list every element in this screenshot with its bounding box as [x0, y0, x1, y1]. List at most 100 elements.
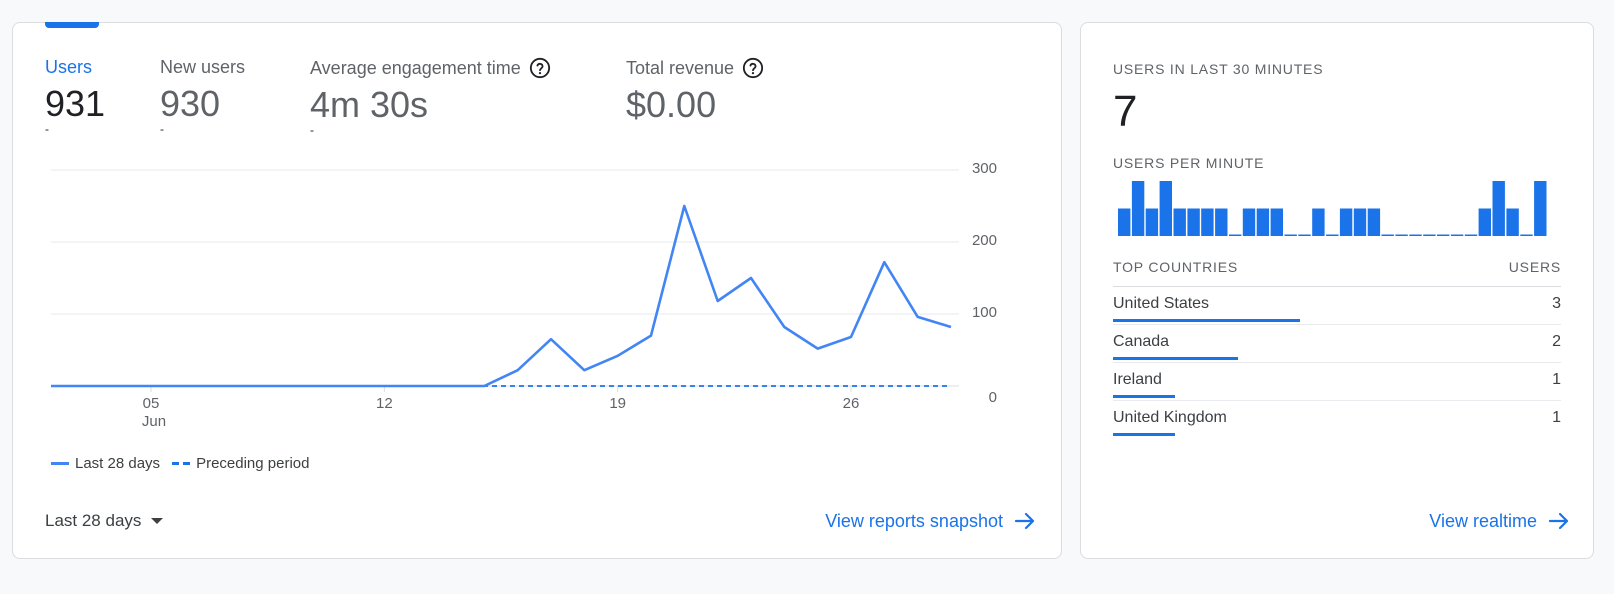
country-row[interactable]: United States 3: [1113, 287, 1561, 325]
caret-down-icon: [151, 518, 164, 524]
view-realtime-link[interactable]: View realtime: [1429, 509, 1571, 533]
x-tick-label: 12: [376, 395, 393, 412]
metric-tab-total-revenue[interactable]: Total revenue $0.00: [626, 57, 764, 125]
minute-bar: [1395, 234, 1408, 236]
metric-label-engagement-time: Average engagement time: [310, 57, 551, 79]
metric-change-engagement-time: -: [310, 123, 314, 137]
country-share-bar: [1113, 395, 1176, 398]
metric-change-users: -: [45, 122, 49, 136]
minute-bar: [1423, 234, 1436, 236]
minute-bar: [1270, 208, 1283, 236]
country-share-bar: [1113, 319, 1300, 322]
metric-value-total-revenue: $0.00: [626, 84, 717, 125]
chart-legend: Last 28 days Preceding period: [51, 455, 321, 472]
minute-bar: [1353, 208, 1367, 236]
minute-bar: [1284, 234, 1297, 236]
metric-tab-users[interactable]: Users 931 -: [45, 57, 106, 136]
metric-change-new-users: -: [160, 122, 164, 136]
arrow-right-icon: [1013, 509, 1037, 533]
minute-bar: [1173, 208, 1186, 236]
date-range-dropdown[interactable]: Last 28 days: [45, 511, 164, 531]
minute-bar: [1159, 181, 1172, 236]
x-tick-label: 05: [143, 395, 160, 412]
minute-bar: [1131, 181, 1145, 236]
x-tick-label: 26: [843, 395, 860, 412]
country-users-value: 2: [1552, 333, 1561, 350]
minute-bar: [1381, 234, 1394, 236]
minute-bar: [1118, 208, 1131, 236]
minute-bar: [1339, 208, 1353, 236]
users-column-label: USERS: [1508, 259, 1561, 275]
minute-bar: [1312, 208, 1325, 236]
y-tick-label: 0: [989, 389, 997, 406]
x-tick-sublabel: Jun: [142, 413, 166, 430]
minute-bar: [1520, 234, 1533, 236]
users-per-minute-label: USERS PER MINUTE: [1113, 155, 1265, 171]
minute-bar: [1409, 234, 1422, 236]
country-name: Ireland: [1113, 371, 1162, 388]
minute-bar: [1464, 234, 1478, 236]
minute-bar: [1229, 234, 1242, 236]
minute-bar: [1450, 234, 1464, 236]
metric-label-total-revenue-text: Total revenue: [626, 57, 735, 78]
view-realtime-label: View realtime: [1429, 510, 1537, 531]
country-name: Canada: [1113, 333, 1170, 350]
realtime-users-label: USERS IN LAST 30 MINUTES: [1113, 61, 1324, 77]
active-metric-indicator: [45, 22, 99, 28]
top-countries-label: TOP COUNTRIES: [1113, 259, 1239, 275]
metric-value-new-users: 930: [160, 83, 221, 124]
series-line-last-28-days: [51, 204, 952, 388]
metric-tab-engagement-time[interactable]: Average engagement time 4m 30s -: [310, 57, 551, 137]
minute-bar: [1534, 181, 1547, 236]
x-tick-label: 19: [609, 395, 626, 412]
users-per-minute-chart: [1118, 181, 1547, 236]
help-icon[interactable]: [742, 57, 764, 79]
legend-label: Preceding period: [196, 455, 310, 472]
minute-bar: [1367, 208, 1381, 236]
overview-card: Users 931 - New users 930 - Average enga…: [12, 22, 1062, 559]
country-share-bar: [1113, 433, 1176, 436]
metric-label-total-revenue: Total revenue: [626, 57, 764, 79]
view-reports-snapshot-link[interactable]: View reports snapshot: [825, 509, 1037, 533]
metric-value-users: 931: [45, 83, 106, 124]
metric-label-users: Users: [45, 57, 93, 77]
legend-swatch-solid: [51, 462, 69, 465]
y-tick-label: 300: [972, 160, 997, 177]
minute-bar: [1298, 234, 1311, 236]
minute-bar: [1215, 208, 1228, 236]
country-row[interactable]: Canada 2: [1113, 325, 1561, 363]
legend-item-last-28-days: Last 28 days: [51, 455, 160, 472]
realtime-card: USERS IN LAST 30 MINUTES 7 USERS PER MIN…: [1080, 22, 1594, 559]
view-reports-snapshot-label: View reports snapshot: [825, 510, 1003, 531]
minute-bar: [1437, 234, 1450, 236]
minute-bar: [1256, 208, 1270, 236]
y-tick-label: 100: [972, 304, 997, 321]
help-icon[interactable]: [529, 57, 551, 79]
metric-label-engagement-time-text: Average engagement time: [310, 57, 521, 78]
y-tick-label: 200: [972, 232, 997, 249]
country-users-value: 1: [1552, 409, 1561, 426]
minute-bar: [1492, 181, 1505, 236]
country-users-value: 1: [1552, 371, 1561, 388]
date-range-label: Last 28 days: [45, 511, 142, 530]
arrow-right-icon: [1547, 509, 1571, 533]
metric-tab-new-users[interactable]: New users 930 -: [160, 57, 246, 136]
header-divider: [1113, 286, 1561, 287]
country-share-bar: [1113, 357, 1238, 360]
minute-bar: [1478, 208, 1491, 236]
legend-swatch-dashed: [172, 462, 191, 465]
realtime-users-value: 7: [1113, 87, 1138, 136]
country-name: United Kingdom: [1113, 409, 1227, 426]
country-row[interactable]: Ireland 1: [1113, 363, 1561, 401]
minute-bar: [1326, 234, 1339, 236]
top-countries-header: TOP COUNTRIES USERS: [1113, 259, 1561, 275]
legend-label: Last 28 days: [75, 455, 161, 472]
metric-label-new-users: New users: [160, 57, 246, 77]
legend-item-preceding-period: Preceding period: [172, 455, 309, 472]
minute-bar: [1145, 208, 1159, 236]
minute-bar: [1506, 208, 1519, 236]
minute-bar: [1201, 208, 1214, 236]
country-row[interactable]: United Kingdom 1: [1113, 401, 1561, 439]
minute-bar: [1242, 208, 1256, 236]
